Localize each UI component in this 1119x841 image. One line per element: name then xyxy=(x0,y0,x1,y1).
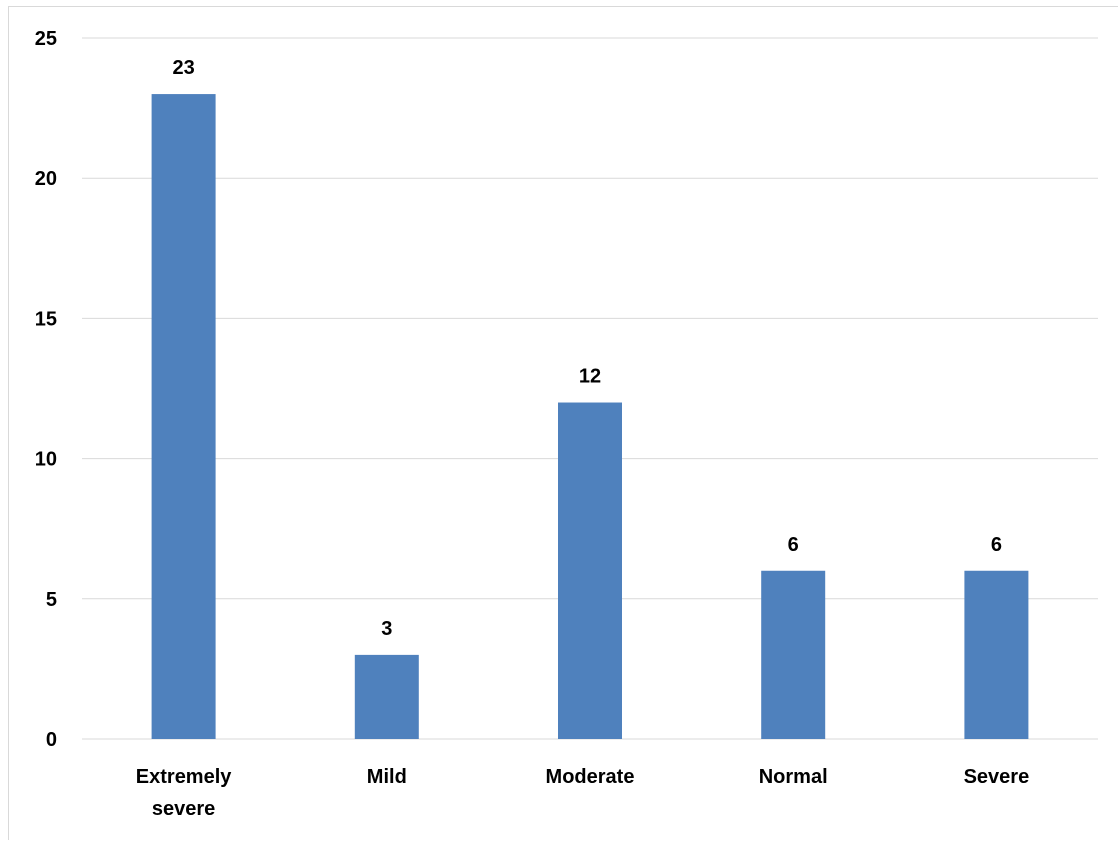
data-label: 12 xyxy=(579,366,601,388)
bar xyxy=(964,570,1029,739)
y-tick-label: 5 xyxy=(46,589,57,611)
data-label: 6 xyxy=(991,534,1002,556)
chart-frame xyxy=(8,6,1118,840)
y-axis-ticks: 0 5 10 15 20 25 xyxy=(35,28,57,751)
x-category-label-line: Moderate xyxy=(546,766,635,788)
bar xyxy=(354,654,419,739)
data-label: 23 xyxy=(172,57,194,79)
x-category-label-line: Extremely xyxy=(136,766,232,788)
y-tick-label: 0 xyxy=(46,729,57,751)
x-category-label: Mild xyxy=(367,766,407,788)
bar xyxy=(151,94,216,739)
bar xyxy=(558,402,622,739)
data-label: 6 xyxy=(788,534,799,556)
x-category-label-line: Normal xyxy=(759,766,828,788)
data-label: 3 xyxy=(381,618,392,640)
x-category-label-line: Severe xyxy=(964,766,1030,788)
x-axis-categories: Extremely severe Mild Moderate Normal Severe xyxy=(136,766,1029,820)
x-category-label-line: Mild xyxy=(367,766,407,788)
x-category-label: Moderate xyxy=(546,766,635,788)
y-tick-label: 15 xyxy=(35,308,57,330)
bar xyxy=(761,570,826,739)
x-category-label: Normal xyxy=(759,766,828,788)
y-tick-label: 10 xyxy=(35,449,57,471)
bars xyxy=(151,94,1029,739)
y-tick-label: 25 xyxy=(35,28,57,50)
x-category-label: Severe xyxy=(964,766,1030,788)
x-category-label-line: severe xyxy=(152,798,215,820)
y-tick-label: 20 xyxy=(35,168,57,190)
data-labels: 23 3 12 6 6 xyxy=(172,57,1001,640)
x-category-label: Extremely severe xyxy=(136,766,232,820)
